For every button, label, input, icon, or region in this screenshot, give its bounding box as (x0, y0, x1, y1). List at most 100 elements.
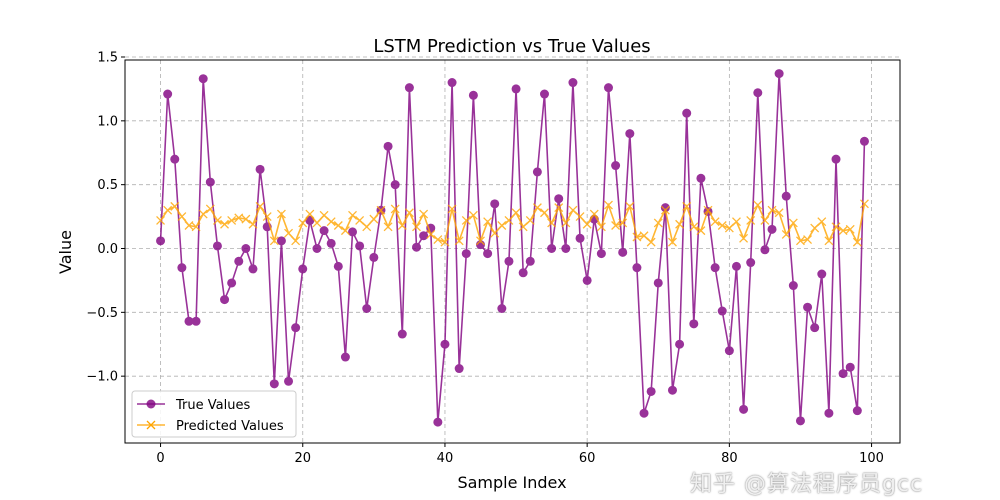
true-value-point (760, 245, 770, 255)
predicted-value-point (859, 199, 869, 209)
true-value-point (618, 247, 628, 257)
y-tick-label: −1.0 (86, 370, 118, 385)
true-value-point (739, 404, 749, 414)
true-value-point (205, 177, 215, 187)
y-axis-label: Value (56, 230, 75, 274)
predicted-value-point (518, 222, 528, 232)
ticks: 0 20 40 60 80 100 −1.0 −0.5 0.0 0.5 1.0 1.5 (86, 51, 884, 467)
legend-true-label: True Values (175, 398, 250, 413)
predicted-value-point (291, 236, 301, 246)
y-tick-label: 0.0 (97, 242, 118, 257)
true-value-point (525, 256, 535, 266)
y-tick-label: 0.5 (97, 178, 118, 193)
x-tick-label: 100 (859, 451, 884, 466)
true-value-point (696, 173, 706, 183)
predicted-value-point (632, 232, 642, 242)
true-value-point (582, 275, 592, 285)
predicted-value-point (525, 215, 535, 225)
true-value-point (746, 258, 756, 268)
predicted-value-point (732, 217, 741, 227)
predicted-value-point (568, 205, 578, 215)
predicted-value-point (227, 215, 237, 225)
true-value-point (305, 215, 315, 225)
true-value-point (596, 249, 606, 259)
predicted-value-point (461, 215, 471, 225)
true-value-point (518, 268, 528, 278)
predicted-value-point (596, 222, 606, 232)
legend-pred-marker (146, 420, 156, 430)
true-value-point (817, 269, 827, 279)
predicted-value-point (746, 215, 756, 225)
true-value-point (632, 263, 642, 273)
predicted-value-point (675, 219, 685, 229)
true-value-point (561, 244, 571, 253)
x-tick-label: 60 (579, 451, 596, 466)
predicted-value-point (753, 200, 763, 210)
predicted-value-point (426, 229, 436, 239)
predicted-value-point (817, 217, 827, 227)
true-value-point (838, 369, 848, 379)
legend-pred-label: Predicted Values (176, 419, 284, 434)
predicted-value-point (824, 236, 834, 246)
legend: True Values Predicted Values (131, 390, 297, 438)
plot-frame (124, 59, 901, 444)
true-value-point (795, 416, 805, 426)
grid (125, 56, 900, 443)
predicted-value-point (241, 214, 251, 224)
true-value-point (198, 74, 208, 84)
predicted-value-point (689, 222, 699, 232)
true-value-point (675, 339, 685, 349)
y-tick-label: 1.5 (97, 51, 118, 66)
true-value-point (369, 252, 379, 262)
predicted-value-point (205, 204, 215, 214)
predicted-value-point (660, 205, 670, 215)
predicted-value-point (547, 218, 557, 228)
chart-title: LSTM Prediction vs True Values (373, 36, 650, 57)
watermark: 知乎 @算法程序员gcc (690, 472, 924, 497)
predicted-value-point (269, 236, 279, 246)
true-value-point (269, 379, 279, 389)
predicted-value-point (497, 221, 507, 230)
true-value-point (554, 194, 564, 204)
true-value-point (824, 408, 834, 418)
series-layer (156, 69, 869, 427)
predicted-value-point (326, 217, 336, 227)
predicted-value-point (625, 201, 635, 211)
x-tick-label: 40 (437, 451, 454, 466)
predicted-value-point (483, 217, 493, 227)
predicted-value-point (781, 229, 791, 239)
predicted-value-point (433, 235, 443, 245)
predicted-value-point (355, 215, 365, 225)
true-value-point (333, 261, 343, 271)
predicted-value-point (767, 205, 777, 215)
true-value-point (767, 224, 777, 234)
true-value-point (383, 141, 393, 151)
predicted-value-point (319, 210, 329, 220)
predicted-value-point (795, 236, 805, 246)
predicted-value-point (220, 219, 230, 229)
true-value-point (710, 263, 720, 273)
true-value-point (326, 238, 336, 248)
true-value-point (433, 417, 443, 427)
predicted-value-point (710, 217, 720, 227)
true-value-point (667, 385, 677, 395)
predicted-value-point (412, 222, 421, 232)
true-value-point (511, 84, 521, 94)
true-value-point (810, 323, 820, 333)
predicted-value-point (653, 218, 663, 228)
predicted-value-point (739, 233, 749, 243)
predicted-value-point (397, 221, 407, 230)
predicted-value-point (646, 237, 656, 247)
true-value-point (397, 329, 407, 339)
predicted-value-point (788, 218, 798, 228)
true-value-point (220, 295, 230, 305)
true-value-point (461, 249, 471, 259)
predicted-value-point (170, 201, 180, 211)
predicted-value-point (511, 208, 521, 218)
predicted-value-point (540, 208, 549, 218)
predicted-value-point (838, 226, 848, 236)
predicted-value-point (604, 200, 613, 210)
predicted-value-point (810, 223, 820, 233)
true-value-point (454, 364, 464, 374)
true-value-point (774, 69, 784, 79)
